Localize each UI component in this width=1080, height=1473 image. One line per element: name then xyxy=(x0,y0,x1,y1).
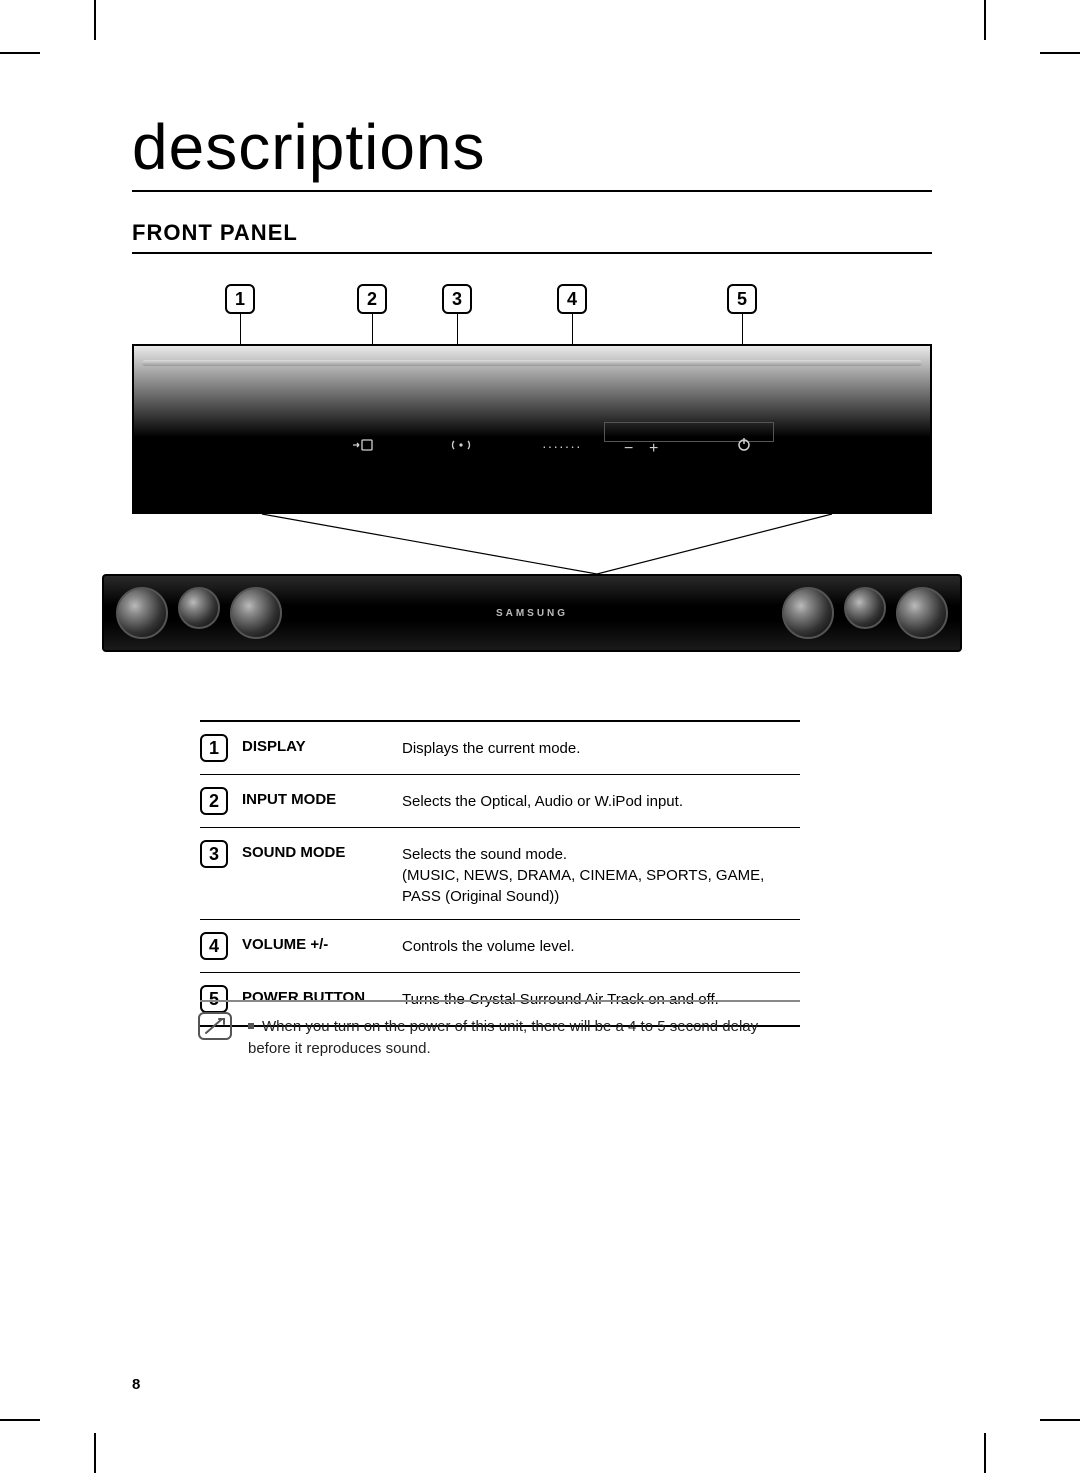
table-row: 3 SOUND MODE Selects the sound mode. (MU… xyxy=(200,828,800,920)
row-name: DISPLAY xyxy=(242,734,402,755)
row-name: SOUND MODE xyxy=(242,840,402,861)
row-name: INPUT MODE xyxy=(242,787,402,808)
volume-minus-icon: − xyxy=(624,440,633,458)
speaker-icon xyxy=(844,587,886,629)
speaker-icon xyxy=(178,587,220,629)
power-icon xyxy=(736,436,752,452)
page-title: descriptions xyxy=(132,110,932,192)
note-icon xyxy=(198,1012,232,1040)
speaker-icon xyxy=(782,587,834,639)
description-table: 1 DISPLAY Displays the current mode. 2 I… xyxy=(200,720,800,1027)
row-number: 2 xyxy=(200,787,228,815)
note-block: When you turn on the power of this unit,… xyxy=(200,1000,800,1060)
page-number: 8 xyxy=(132,1376,140,1393)
speaker-icon xyxy=(896,587,948,639)
speaker-icon xyxy=(116,587,168,639)
note-text: When you turn on the power of this unit,… xyxy=(248,1016,800,1060)
sound-mode-icon xyxy=(450,438,472,452)
input-mode-icon xyxy=(352,438,374,452)
row-number: 4 xyxy=(200,932,228,960)
display-icon: ······· xyxy=(542,438,582,454)
callout-5: 5 xyxy=(727,284,757,314)
bullet-icon xyxy=(248,1023,254,1029)
row-desc: Controls the volume level. xyxy=(402,932,800,957)
callout-3: 3 xyxy=(442,284,472,314)
device-front-view: SAMSUNG xyxy=(102,574,962,652)
section-heading: FRONT PANEL xyxy=(132,220,932,254)
callout-2: 2 xyxy=(357,284,387,314)
table-row: 2 INPUT MODE Selects the Optical, Audio … xyxy=(200,775,800,828)
callout-4: 4 xyxy=(557,284,587,314)
front-panel-diagram: 1 2 3 4 5 ······· xyxy=(132,284,932,664)
row-number: 1 xyxy=(200,734,228,762)
brand-label: SAMSUNG xyxy=(496,608,568,619)
table-row: 1 DISPLAY Displays the current mode. xyxy=(200,722,800,775)
row-desc: Selects the sound mode. (MUSIC, NEWS, DR… xyxy=(402,840,800,907)
callout-1: 1 xyxy=(225,284,255,314)
row-desc: Selects the Optical, Audio or W.iPod inp… xyxy=(402,787,800,812)
row-desc: Displays the current mode. xyxy=(402,734,800,759)
row-name: VOLUME +/- xyxy=(242,932,402,953)
row-number: 3 xyxy=(200,840,228,868)
device-top-view: ······· − + xyxy=(132,344,932,514)
volume-plus-icon: + xyxy=(649,440,658,458)
speaker-icon xyxy=(230,587,282,639)
table-row: 4 VOLUME +/- Controls the volume level. xyxy=(200,920,800,973)
